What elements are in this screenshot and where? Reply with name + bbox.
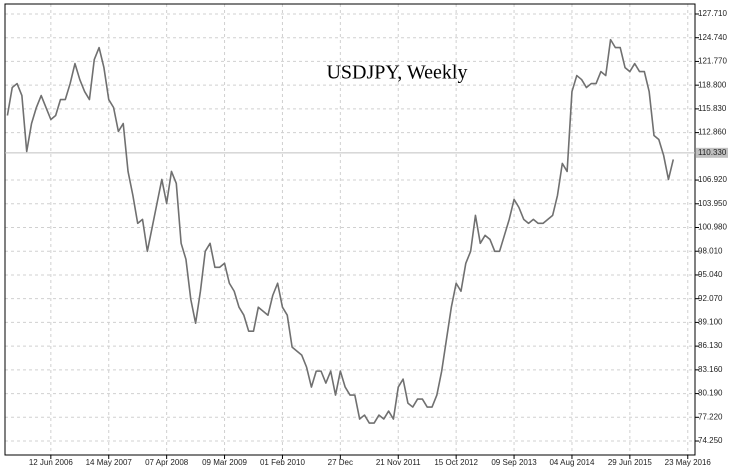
x-tick-label: 21 Nov 2011 — [376, 458, 421, 467]
y-tick-label: 103.950 — [698, 199, 727, 208]
y-tick-label: 106.920 — [698, 175, 727, 184]
y-tick-label: 115.830 — [698, 104, 727, 113]
x-tick-label: 09 Mar 2009 — [202, 458, 247, 467]
last-price-box — [696, 147, 728, 158]
chart-title: USDJPY, Weekly — [326, 62, 467, 84]
y-tick-label: 92.070 — [698, 294, 723, 303]
y-tick-label: 89.100 — [698, 318, 723, 327]
y-tick-label: 77.220 — [698, 412, 723, 421]
y-tick-label: 100.980 — [698, 223, 727, 232]
y-tick-label: 80.190 — [698, 389, 723, 398]
x-tick-label: 29 Jun 2015 — [608, 458, 653, 467]
last-price-label: 110.330 — [698, 148, 727, 157]
x-tick-label: 27 Dec — [328, 458, 353, 467]
x-tick-label: 14 May 2007 — [86, 458, 133, 467]
y-tick-label: 86.130 — [698, 341, 723, 350]
y-tick-label: 83.160 — [698, 365, 723, 374]
y-tick-label: 121.770 — [698, 57, 727, 66]
x-tick-label: 04 Aug 2014 — [549, 458, 594, 467]
x-tick-label: 12 Jun 2006 — [29, 458, 74, 467]
x-tick-label: 15 Oct 2012 — [434, 458, 478, 467]
plot-frame — [4, 3, 696, 456]
y-tick-label: 98.010 — [698, 246, 723, 255]
y-tick-label: 95.040 — [698, 270, 723, 279]
x-tick-label: 01 Feb 2010 — [260, 458, 305, 467]
x-tick-label: 23 May 2016 — [665, 458, 712, 467]
y-tick-label: 127.710 — [698, 9, 727, 18]
x-tick-label: 07 Apr 2008 — [145, 458, 189, 467]
y-tick-label: 74.250 — [698, 436, 723, 445]
y-tick-label: 124.740 — [698, 33, 727, 42]
price-line — [6, 38, 675, 424]
y-tick-label: 118.800 — [698, 80, 727, 89]
x-tick-label: 09 Sep 2013 — [491, 458, 537, 467]
y-tick-label: 112.860 — [698, 128, 727, 137]
